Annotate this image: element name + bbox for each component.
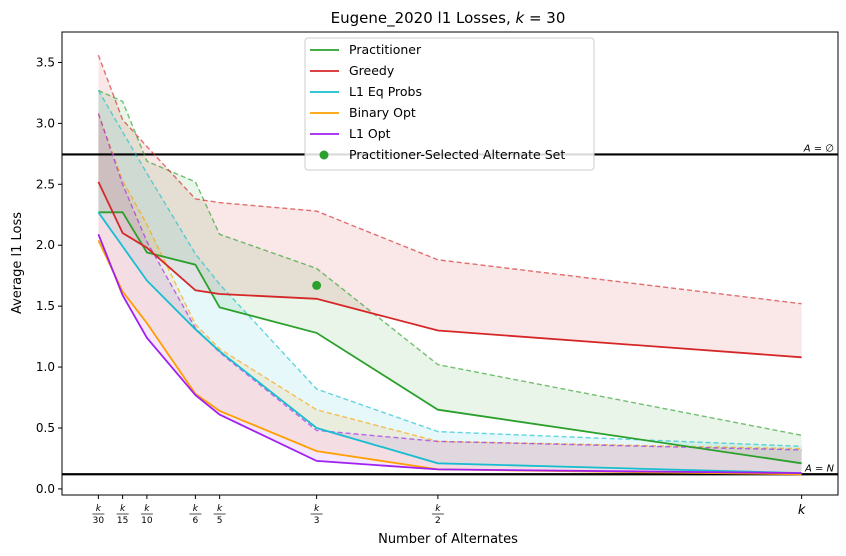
legend-swatch-scatter [319,150,329,160]
x-tick-numerator: k [435,504,441,514]
upper-bound-line-0 [98,89,802,436]
series-line-0 [98,211,802,465]
upper-bound-line-3 [97,113,802,450]
y-tick-label: 0.0 [36,482,55,496]
y-tick-label: 2.0 [36,238,55,252]
confidence-bands [98,55,802,475]
series-line-3 [97,240,802,476]
y-tick-label: 0.5 [36,421,55,435]
legend-label-3: Binary Opt [349,105,416,120]
x-tick-denominator: 10 [141,516,153,526]
series-line-2 [97,211,802,474]
x-tick-numerator: k [217,504,223,514]
y-tick-label: 3.5 [36,55,55,69]
band-1 [98,55,802,358]
x-axis: k 30 k 15 k 10 k 6 k 5 k 3 k 2 k [92,495,806,526]
y-tick-label: 3.0 [36,116,55,130]
band-2 [98,90,802,474]
x-tick-numerator: k [314,504,320,514]
band-0 [98,90,802,464]
y-tick-label: 1.0 [36,360,55,374]
reference-line-label-0: A = ∅ [803,143,834,154]
x-tick-denominator: 5 [217,516,223,526]
legend-label-0: Practitioner [349,42,422,57]
legend-label-1: Greedy [349,63,395,78]
scatter-point [312,280,322,290]
reference-line-label-1: A = N [804,463,835,474]
scatter-points [312,280,322,290]
series-line-1 [97,181,802,359]
x-tick-denominator: 2 [435,516,441,526]
y-tick-label: 1.5 [36,299,55,313]
y-axis-label: Average l1 Loss [10,212,25,314]
legend-label-4: L1 Opt [349,126,391,141]
y-axis: 0.0 0.5 1.0 1.5 2.0 2.5 3.0 3.5 [36,55,62,496]
legend-label-2: L1 Eq Probs [349,84,422,99]
legend-label-scatter: Practitioner-Selected Alternate Set [349,147,565,162]
band-3 [98,113,802,475]
x-tick-numerator: k [193,504,199,514]
legend-box [304,37,595,171]
series-lines [97,54,802,476]
chart-title: Eugene_2020 l1 Losses, k = 30 [331,9,566,28]
x-tick-label: k [798,503,806,518]
x-axis-label: Number of Alternates [378,532,518,547]
plot-frame [61,31,839,496]
upper-bound-line-1 [97,54,802,305]
x-tick-numerator: k [120,504,126,514]
x-tick-denominator: 15 [117,516,128,526]
legend: Practitioner Greedy L1 Eq Probs Binary Opt L… [304,37,595,171]
x-tick-denominator: 30 [93,516,105,526]
upper-bound-line-4 [97,113,802,451]
series-line-4 [97,233,802,474]
x-tick-numerator: k [144,504,150,514]
x-tick-numerator: k [96,504,102,514]
upper-bound-line-2 [97,90,802,447]
y-tick-label: 2.5 [36,177,55,191]
x-tick-denominator: 6 [193,516,199,526]
x-tick-denominator: 3 [314,516,320,526]
